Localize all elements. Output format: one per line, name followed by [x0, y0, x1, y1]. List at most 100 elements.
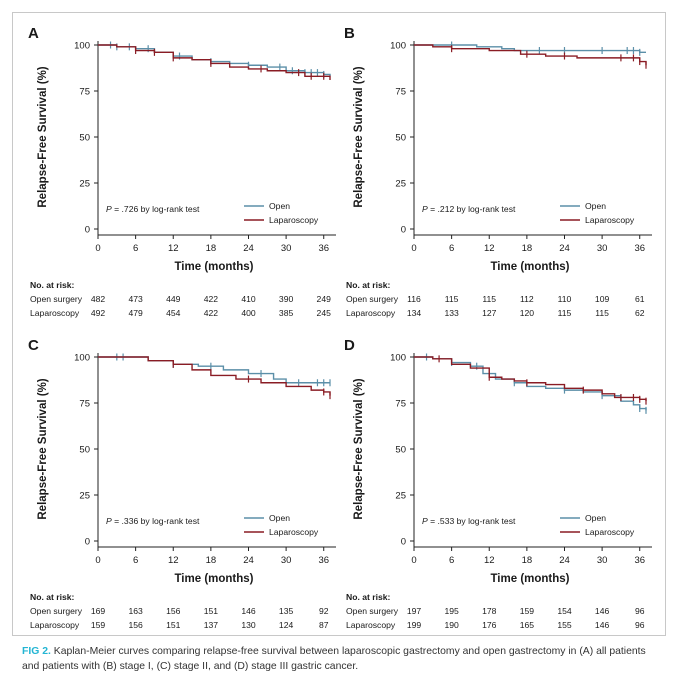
y-tick-label: 25 — [395, 491, 406, 502]
y-tick-label: 100 — [390, 41, 406, 52]
y-tick-label: 75 — [79, 87, 90, 98]
at-risk-count: 151 — [204, 606, 219, 616]
at-risk-row-label: Open surgery — [346, 606, 399, 616]
x-tick-label: 12 — [484, 243, 495, 254]
x-tick-label: 18 — [522, 555, 533, 566]
at-risk-count: 176 — [482, 620, 497, 630]
at-risk-count: 385 — [279, 308, 294, 318]
y-tick-label: 50 — [395, 445, 406, 456]
at-risk-count: 96 — [635, 620, 645, 630]
at-risk-count: 116 — [407, 294, 421, 304]
x-tick-label: 0 — [411, 555, 416, 566]
at-risk-count: 115 — [595, 308, 609, 318]
at-risk-count: 120 — [520, 308, 535, 318]
x-tick-label: 12 — [484, 555, 495, 566]
p-value-symbol: P — [106, 516, 112, 526]
at-risk-count: 133 — [444, 308, 459, 318]
y-tick-label: 100 — [390, 353, 406, 364]
at-risk-count: 422 — [204, 308, 219, 318]
at-risk-count: 159 — [520, 606, 535, 616]
at-risk-count: 134 — [407, 308, 422, 318]
y-tick-label: 75 — [395, 87, 406, 98]
panel-label: B — [344, 25, 355, 42]
figure-canvas: A 0 25 50 75 100 0 6 12 18 24 30 36 Time (months) Rela… — [28, 25, 652, 630]
at-risk-count: 61 — [635, 294, 645, 304]
x-tick-label: 30 — [597, 243, 608, 254]
km-curve-laparoscopy — [414, 44, 647, 66]
at-risk-row-label: Laparoscopy — [30, 620, 80, 630]
x-tick-label: 36 — [318, 555, 329, 566]
x-tick-label: 6 — [449, 243, 454, 254]
x-tick-label: 24 — [559, 243, 570, 254]
x-tick-label: 30 — [281, 243, 292, 254]
x-tick-label: 6 — [449, 555, 454, 566]
km-curve-open — [98, 356, 330, 384]
at-risk-count: 137 — [204, 620, 219, 630]
p-value-annotation: P = .212 by log-rank test — [422, 204, 516, 214]
at-risk-count: 390 — [279, 294, 294, 304]
panel-label: C — [28, 337, 39, 354]
at-risk-count: 115 — [482, 294, 496, 304]
x-tick-label: 12 — [168, 243, 179, 254]
x-tick-label: 24 — [243, 555, 254, 566]
y-tick-label: 25 — [79, 491, 90, 502]
p-value-symbol: P — [422, 516, 428, 526]
at-risk-count: 400 — [241, 308, 256, 318]
y-tick-label: 25 — [395, 179, 406, 190]
at-risk-count: 178 — [482, 606, 497, 616]
at-risk-count: 249 — [317, 294, 332, 304]
at-risk-count: 159 — [91, 620, 106, 630]
at-risk-count: 479 — [128, 308, 143, 318]
at-risk-row-label: Open surgery — [30, 294, 83, 304]
figure-caption: FIG 2. Kaplan-Meier curves comparing rel… — [22, 644, 662, 674]
y-axis-title: Relapse-Free Survival (%) — [353, 66, 365, 207]
y-axis-title: Relapse-Free Survival (%) — [37, 66, 49, 207]
at-risk-count: 422 — [204, 294, 219, 304]
p-value-text: = .212 by log-rank test — [428, 204, 516, 214]
at-risk-count: 109 — [595, 294, 610, 304]
at-risk-count: 454 — [166, 308, 181, 318]
p-value-annotation: P = .533 by log-rank test — [422, 516, 516, 526]
at-risk-count: 473 — [128, 294, 143, 304]
at-risk-header: No. at risk: — [30, 280, 75, 290]
at-risk-count: 127 — [482, 308, 497, 318]
km-panel-d: D 0 25 50 75 100 0 6 12 18 24 30 36 Time (months) Rela… — [344, 337, 652, 630]
x-tick-label: 30 — [597, 555, 608, 566]
at-risk-header: No. at risk: — [346, 280, 391, 290]
x-tick-label: 24 — [559, 555, 570, 566]
at-risk-count: 165 — [520, 620, 535, 630]
at-risk-row-label: Open surgery — [346, 294, 399, 304]
at-risk-count: 190 — [444, 620, 459, 630]
km-panel-b: B 0 25 50 75 100 0 6 12 18 24 30 36 Time (months) Rela… — [344, 25, 652, 318]
at-risk-count: 112 — [520, 294, 534, 304]
legend-label-laparoscopy: Laparoscopy — [585, 215, 635, 225]
km-curve-open — [98, 44, 331, 77]
at-risk-count: 245 — [317, 308, 332, 318]
at-risk-count: 197 — [407, 606, 422, 616]
at-risk-count: 146 — [241, 606, 256, 616]
legend-label-open: Open — [585, 201, 606, 211]
x-tick-label: 18 — [206, 555, 217, 566]
at-risk-row-label: Laparoscopy — [30, 308, 80, 318]
p-value-symbol: P — [106, 204, 112, 214]
x-tick-label: 36 — [634, 243, 645, 254]
y-tick-label: 75 — [79, 399, 90, 410]
km-curve-open — [414, 44, 646, 54]
at-risk-count: 154 — [557, 606, 572, 616]
x-axis-title: Time (months) — [490, 573, 569, 585]
y-tick-label: 100 — [74, 41, 90, 52]
x-tick-label: 36 — [634, 555, 645, 566]
at-risk-count: 92 — [319, 606, 329, 616]
panel-label: D — [344, 337, 355, 354]
p-value-text: = .533 by log-rank test — [428, 516, 516, 526]
x-tick-label: 18 — [522, 243, 533, 254]
legend-label-laparoscopy: Laparoscopy — [585, 527, 635, 537]
x-tick-label: 30 — [281, 555, 292, 566]
p-value-annotation: P = .726 by log-rank test — [106, 204, 200, 214]
at-risk-count: 115 — [445, 294, 459, 304]
at-risk-count: 156 — [128, 620, 143, 630]
y-tick-label: 0 — [401, 225, 406, 236]
at-risk-count: 155 — [557, 620, 572, 630]
at-risk-count: 135 — [279, 606, 294, 616]
at-risk-count: 130 — [241, 620, 256, 630]
